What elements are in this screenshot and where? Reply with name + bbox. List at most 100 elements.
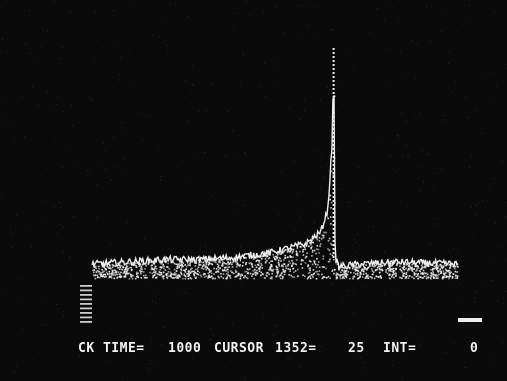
peak-marker-dot [332, 164, 335, 166]
noise-speck [504, 239, 506, 241]
noise-speck [169, 232, 171, 234]
spectrum-point [316, 245, 319, 247]
spectrum-point [271, 265, 273, 268]
noise-speck [455, 81, 457, 83]
spectrum-point [387, 262, 390, 265]
spectrum-point [309, 242, 311, 244]
spectrum-point [122, 266, 125, 269]
spectrum-point [432, 273, 434, 276]
spectrum-point [407, 265, 410, 267]
peak-marker-dot [332, 132, 335, 134]
spectrum-point [381, 269, 384, 272]
spectrum-point [336, 261, 339, 264]
spectrum-point [290, 256, 292, 258]
spectrum-point [404, 277, 407, 280]
spectrum-point [405, 272, 408, 274]
spectrum-point [239, 277, 242, 280]
spectrum-point [436, 266, 438, 269]
noise-speck [187, 233, 189, 235]
noise-speck [198, 110, 200, 112]
spectrum-point [330, 201, 333, 204]
spectrum-point [260, 271, 262, 274]
noise-speck [310, 152, 312, 154]
noise-speck [161, 344, 163, 346]
spectrum-point [361, 269, 363, 272]
noise-speck [342, 300, 344, 302]
spectrum-point [153, 261, 156, 264]
noise-speck [169, 191, 171, 193]
noise-speck [487, 38, 489, 40]
spectrum-point [153, 267, 156, 270]
spectrum-point [301, 259, 303, 261]
spectrum-point [323, 266, 325, 268]
spectrum-point [367, 277, 370, 280]
spectrum-point [414, 265, 416, 267]
spectrum-point [367, 275, 369, 278]
spectrum-point [318, 237, 321, 239]
noise-speck [464, 367, 466, 368]
peak-marker-dot [332, 56, 335, 58]
noise-speck [441, 159, 443, 161]
spectrum-point [229, 261, 232, 264]
noise-speck [491, 101, 493, 103]
noise-speck [296, 296, 297, 298]
noise-speck [398, 135, 400, 137]
noise-speck [425, 374, 427, 375]
spectrum-point [439, 270, 441, 272]
noise-speck [96, 360, 98, 362]
spectrum-point [332, 269, 334, 271]
spectrum-point [270, 260, 272, 262]
noise-speck [167, 52, 169, 54]
spectrum-point [421, 272, 424, 274]
spectrum-point [160, 272, 163, 274]
spectrum-point [435, 266, 437, 268]
noise-speck [192, 84, 194, 85]
spectrum-point [376, 268, 379, 271]
spectrum-point [328, 260, 331, 263]
noise-speck [96, 184, 98, 186]
noise-speck [252, 242, 254, 244]
noise-speck [338, 85, 340, 87]
spectrum-point [309, 275, 311, 277]
spectrum-point [113, 272, 115, 274]
spectrum-point [217, 275, 220, 278]
spectrum-point [110, 276, 112, 278]
noise-speck [62, 166, 64, 168]
noise-speck [263, 314, 265, 316]
spectrum-point [379, 275, 382, 278]
noise-speck [400, 203, 402, 205]
spectrum-point [100, 272, 102, 274]
noise-speck [419, 113, 420, 115]
spectrum-point [95, 271, 98, 274]
noise-speck [463, 322, 465, 323]
spectrum-point [311, 275, 314, 278]
spectrum-point [335, 274, 338, 276]
spectrum-point [416, 274, 419, 276]
spectrum-point [287, 268, 290, 270]
scale-tick [80, 298, 92, 301]
spectrum-point [302, 250, 304, 253]
noise-speck [236, 225, 238, 227]
spectrum-point [415, 270, 417, 272]
status-readout: CK TIME= 1000 CURSOR 1352= 25 INT= 0 [0, 335, 507, 361]
noise-speck [141, 140, 143, 142]
spectrum-point [202, 273, 205, 276]
noise-speck [401, 379, 403, 381]
spectrum-point [229, 270, 232, 272]
spectrum-point [171, 261, 173, 263]
spectrum-point [208, 269, 211, 271]
spectrum-point [162, 276, 165, 278]
spectrum-point [108, 273, 111, 275]
noise-speck [243, 376, 245, 378]
spectrum-point [330, 207, 332, 209]
spectrum-point [329, 216, 332, 218]
spectrum-point [353, 275, 356, 278]
spectrum-point [247, 268, 250, 271]
spectrum-point [283, 250, 285, 253]
spectrum-point [440, 270, 442, 273]
spectrum-point [123, 276, 126, 278]
noise-speck [397, 134, 398, 136]
spectrum-point [367, 274, 369, 276]
spectrum-point [205, 262, 208, 265]
